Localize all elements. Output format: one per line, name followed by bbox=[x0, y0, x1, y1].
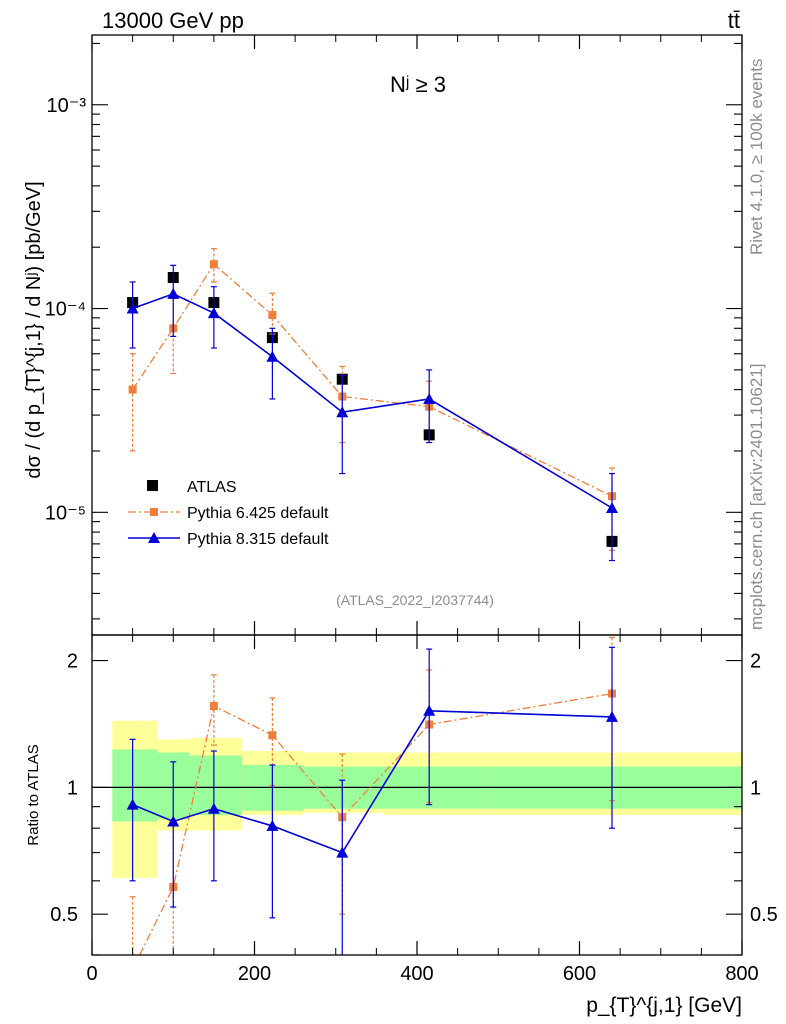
legend-pythia8-marker bbox=[148, 532, 160, 543]
series-2-main-line bbox=[132, 293, 613, 509]
series-2-ratio-marker bbox=[336, 846, 349, 858]
x-tick-label: 800 bbox=[725, 963, 758, 985]
legend-entry-atlas: ATLAS bbox=[147, 479, 237, 496]
legend: ATLAS Pythia 6.425 default Pythia 8.315 … bbox=[128, 479, 329, 548]
series-1-ratio-line bbox=[138, 692, 613, 955]
legend-atlas-marker bbox=[147, 480, 158, 491]
ratio-tick-label-right: 1 bbox=[750, 777, 761, 799]
x-tick-label: 600 bbox=[563, 963, 596, 985]
ratio-tick-label-left: 1 bbox=[67, 777, 78, 799]
series-2-ratio-marker bbox=[167, 815, 180, 827]
legend-entry-pythia6: Pythia 6.425 default bbox=[128, 505, 329, 522]
header-process-label: tt̄ bbox=[728, 8, 740, 33]
series-1-ratio-marker bbox=[268, 731, 277, 740]
ratio-tick-label-left: 2 bbox=[67, 651, 78, 673]
series-2-marker bbox=[336, 406, 349, 418]
legend-entry-pythia8: Pythia 8.315 default bbox=[128, 531, 329, 548]
x-tick-label: 200 bbox=[238, 963, 271, 985]
series-2-ratio-marker bbox=[207, 802, 220, 814]
x-tick-label: 400 bbox=[400, 963, 433, 985]
series-2-marker bbox=[167, 287, 180, 299]
axis-ticks bbox=[91, 35, 743, 956]
series-layer bbox=[126, 247, 618, 955]
series-2-ratio-marker bbox=[423, 704, 436, 716]
series-1-marker bbox=[268, 310, 277, 319]
header-beam-label: 13000 GeV pp bbox=[102, 8, 244, 33]
ratio-band-inner bbox=[189, 755, 243, 815]
legend-pythia8-label: Pythia 8.315 default bbox=[187, 531, 329, 548]
legend-pythia6-label: Pythia 6.425 default bbox=[187, 505, 329, 522]
series-1-marker bbox=[128, 385, 137, 394]
series-2-marker bbox=[606, 501, 618, 513]
legend-pythia6-marker bbox=[150, 508, 158, 516]
ratio-band-inner bbox=[112, 749, 157, 822]
y-tick-label: 10⁻³ bbox=[47, 95, 87, 117]
y-tick-label: 10⁻⁵ bbox=[45, 502, 86, 524]
ratio-uncertainty-bands bbox=[112, 720, 742, 878]
legend-atlas-label: ATLAS bbox=[187, 479, 237, 496]
series-2-ratio-marker bbox=[126, 798, 139, 810]
series-2-marker bbox=[207, 307, 220, 319]
series-2-marker bbox=[423, 392, 436, 404]
series-2-marker bbox=[126, 302, 139, 314]
ratio-tick-label-left: 0.5 bbox=[50, 904, 78, 926]
series-1-marker bbox=[209, 260, 218, 269]
jet-multiplicity-annotation: Nʲ ≥ 3 bbox=[390, 72, 446, 97]
ratio-y-axis-title: Ratio to ATLAS bbox=[25, 744, 42, 845]
y-tick-label: 10⁻⁴ bbox=[45, 299, 86, 321]
side-mcplots-label: mcplots.cern.ch [arXiv:2401.10621] bbox=[747, 364, 766, 630]
side-rivet-label: Rivet 4.1.0, ≥ 100k events bbox=[747, 59, 766, 255]
ratio-tick-label-right: 0.5 bbox=[750, 904, 778, 926]
series-1-ratio-marker bbox=[209, 702, 218, 711]
x-tick-label: 0 bbox=[86, 963, 97, 985]
ratio-tick-label-right: 2 bbox=[750, 651, 761, 673]
series-2-ratio-marker bbox=[606, 710, 618, 722]
axis-tick-labels: 0 200 400 600 800 10⁻⁵ 10⁻⁴ 10⁻³ 0.5 0.5 1 1 2 2 bbox=[45, 95, 778, 985]
series-1-main-line bbox=[132, 263, 613, 497]
y-axis-title: dσ / (d p_{T}^{j,1} / d Nʲ) [pb/GeV] bbox=[23, 181, 45, 478]
series-2-marker bbox=[266, 350, 279, 362]
series-2-ratio-marker bbox=[266, 819, 279, 831]
x-axis-title: p_{T}^{j,1} [GeV] bbox=[586, 994, 742, 1017]
analysis-id-label: (ATLAS_2022_I2037744) bbox=[336, 592, 494, 608]
